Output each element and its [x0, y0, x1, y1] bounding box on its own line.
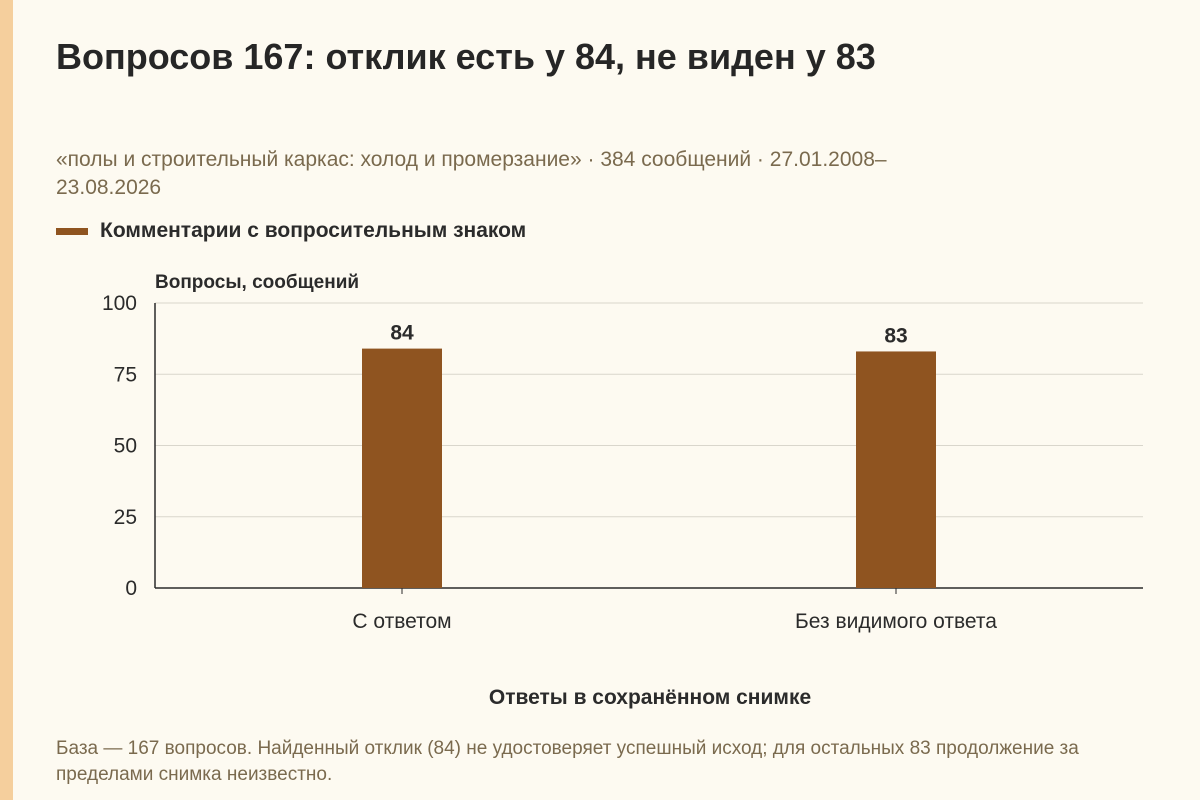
chart-title: Вопросов 167: отклик есть у 84, не виден… — [56, 36, 876, 77]
x-tick-label: С ответом — [352, 610, 451, 633]
x-axis-label: Ответы в сохранённом снимке — [488, 686, 812, 709]
accent-strip — [0, 0, 13, 800]
legend-label: Комментарии с вопросительным знаком — [100, 219, 527, 242]
y-tick-label: 0 — [125, 577, 137, 600]
footnote: База — 167 вопросов. Найденный отклик (8… — [56, 738, 1079, 785]
chart-subtitle: «полы и строительный каркас: холод и про… — [56, 148, 887, 199]
data-label: 84 — [390, 322, 414, 345]
bar — [856, 351, 936, 588]
y-tick-label: 25 — [114, 506, 137, 529]
y-tick-label: 100 — [102, 292, 137, 315]
y-tick-label: 50 — [114, 435, 137, 458]
y-tick-label: 75 — [114, 363, 137, 386]
legend: Комментарии с вопросительным знаком — [56, 219, 526, 243]
x-tick-label: Без видимого ответа — [795, 610, 997, 633]
bar — [362, 348, 442, 588]
data-label: 83 — [884, 324, 907, 347]
y-axis-label: Вопросы, сообщений — [155, 272, 360, 293]
legend-swatch — [56, 227, 88, 235]
